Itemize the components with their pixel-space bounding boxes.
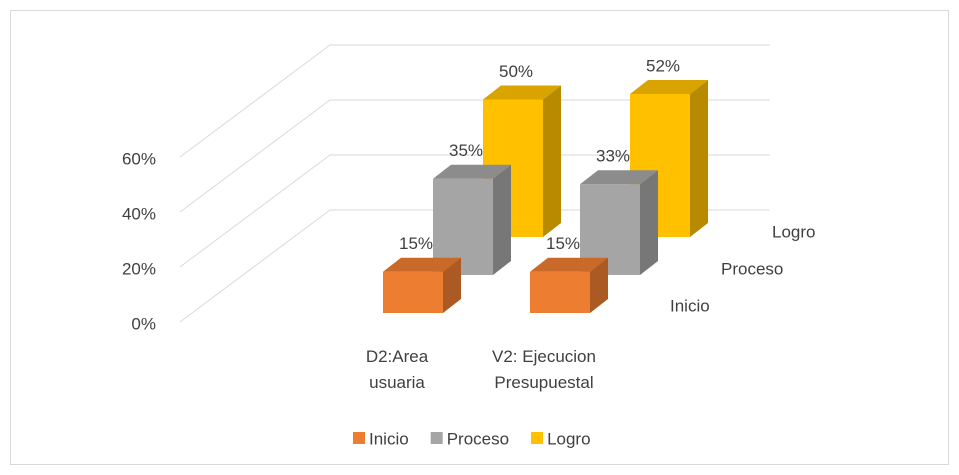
- bar: [630, 80, 708, 237]
- bar: [530, 257, 608, 313]
- y-tick-label: 60%: [122, 149, 156, 168]
- depth-axis-label: Inicio: [670, 296, 710, 315]
- data-label: 52%: [646, 56, 680, 75]
- bar-side: [640, 170, 658, 275]
- bar-side: [543, 85, 561, 237]
- bar: [383, 257, 461, 313]
- bar-side: [690, 80, 708, 237]
- bar-front: [580, 184, 640, 275]
- data-label: 15%: [546, 234, 580, 253]
- bar-top: [630, 80, 708, 94]
- y-tick-label: 20%: [122, 259, 156, 278]
- depth-axis-label: Proceso: [721, 259, 783, 278]
- data-label: 50%: [499, 62, 533, 81]
- bar-side: [443, 257, 461, 313]
- y-tick-label: 0%: [131, 314, 156, 333]
- bar: [580, 170, 658, 275]
- legend-swatch: [353, 432, 365, 444]
- grid-line: [179, 209, 331, 323]
- grid-line: [179, 44, 331, 158]
- bar-top: [433, 164, 511, 179]
- grid-line: [179, 154, 331, 268]
- bar-top: [483, 85, 561, 100]
- bar-front: [433, 178, 493, 275]
- data-label: 15%: [399, 234, 433, 253]
- bar-top: [530, 257, 608, 272]
- legend-label: Inicio: [369, 429, 409, 448]
- legend-swatch: [430, 432, 443, 444]
- bar-side: [590, 257, 608, 313]
- bar-front: [383, 271, 443, 313]
- data-label: 35%: [449, 141, 483, 160]
- x-tick-label: V2: Ejecucion Presupuestal: [492, 347, 596, 392]
- bar: [433, 164, 511, 275]
- x-tick-label: D2:Area usuaria: [365, 347, 429, 392]
- y-tick-label: 40%: [122, 204, 156, 223]
- legend-swatch: [531, 432, 544, 444]
- bar-side: [493, 164, 511, 275]
- bar-front: [530, 271, 590, 313]
- grid-line: [179, 99, 331, 213]
- bar-top: [580, 170, 658, 185]
- legend-label: Logro: [547, 429, 590, 448]
- depth-axis-label: Logro: [772, 222, 815, 241]
- legend-label: Proceso: [447, 429, 509, 448]
- data-label: 33%: [596, 147, 630, 166]
- bar-top: [383, 257, 461, 272]
